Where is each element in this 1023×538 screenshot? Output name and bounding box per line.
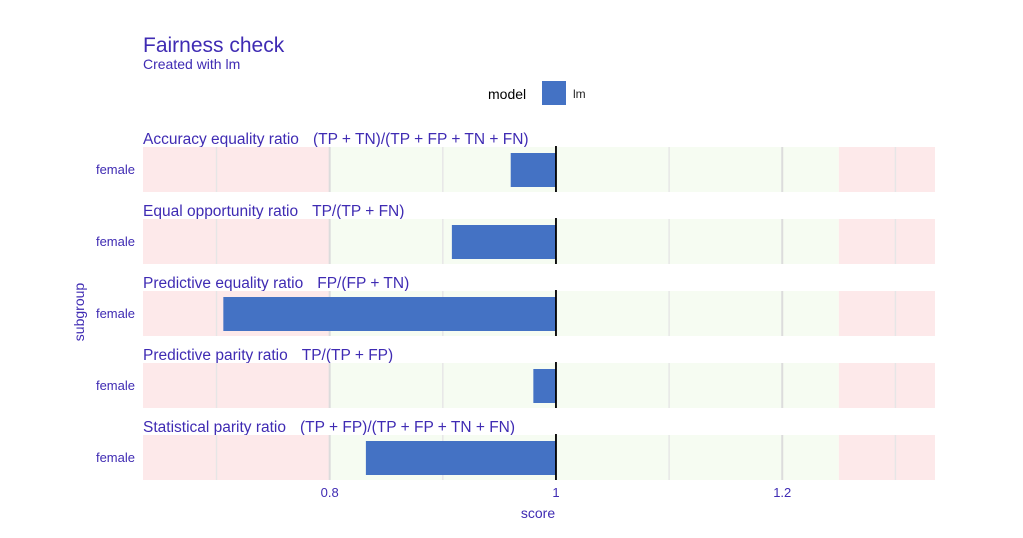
unfair-zone-high [838,291,935,336]
unfair-zone-high [838,435,935,480]
unfair-zone-high [838,363,935,408]
subgroup-label: female [96,162,135,177]
unfair-zone-high [838,147,935,192]
facet-panel: Predictive equality ratio FP/(FP + TN) fem… [96,275,935,336]
facet-formula: TP/(TP + FN) [312,203,404,220]
unfair-zone-high [838,219,935,264]
x-tick-label: 0.8 [321,485,339,500]
fair-zone [329,363,839,408]
x-axis-title: score [521,505,555,521]
facet-metric: Predictive equality ratio [143,275,303,292]
subgroup-label: female [96,450,135,465]
facet-label: Equal opportunity ratio TP/(TP + FN) [143,203,404,220]
facet-label: Accuracy equality ratio (TP + TN)/(TP + F… [143,131,529,148]
facet-panel: Statistical parity ratio (TP + FP)/(TP + … [96,419,935,480]
legend-label-lm: lm [573,87,586,101]
x-axis: 0.8 1 1.2 [321,485,792,500]
unfair-zone-low [143,435,330,480]
bar-lm [451,225,556,259]
x-tick-label: 1 [552,485,559,500]
facet-formula: TP/(TP + FP) [302,347,393,364]
bar-lm [365,441,556,475]
x-tick-label: 1.2 [773,485,791,500]
subgroup-label: female [96,306,135,321]
fair-zone [329,219,839,264]
legend: model lm [488,81,586,105]
legend-key-lm [542,81,566,105]
legend-title: model [488,86,526,102]
bar-lm [223,297,556,331]
bar-lm [533,369,556,403]
facet-panel: Equal opportunity ratio TP/(TP + FN) femal… [96,203,935,264]
facet-metric: Statistical parity ratio [143,419,286,436]
subgroup-label: female [96,234,135,249]
subgroup-label: female [96,378,135,393]
fair-zone [329,147,839,192]
facet-label: Predictive equality ratio FP/(FP + TN) [143,275,409,292]
chart-title: Fairness check [143,34,285,57]
facet-metric: Predictive parity ratio [143,347,288,364]
facet-formula: (TP + FP)/(TP + FP + TN + FN) [300,419,515,436]
facet-metric: Equal opportunity ratio [143,203,298,220]
unfair-zone-low [143,147,330,192]
facet-panels: Accuracy equality ratio (TP + TN)/(TP + F… [96,131,935,480]
chart-subtitle: Created with lm [143,56,240,72]
facet-formula: FP/(FP + TN) [317,275,409,292]
facet-panel: Accuracy equality ratio (TP + TN)/(TP + F… [96,131,935,192]
facet-label: Statistical parity ratio (TP + FP)/(TP + … [143,419,515,436]
facet-label: Predictive parity ratio TP/(TP + FP) [143,347,393,364]
facet-panel: Predictive parity ratio TP/(TP + FP) femal… [96,347,935,408]
unfair-zone-low [143,219,330,264]
facet-formula: (TP + TN)/(TP + FP + TN + FN) [313,131,529,148]
unfair-zone-low [143,363,330,408]
y-axis-title: subgroup [71,283,87,342]
bar-lm [510,153,556,187]
facet-metric: Accuracy equality ratio [143,131,299,148]
